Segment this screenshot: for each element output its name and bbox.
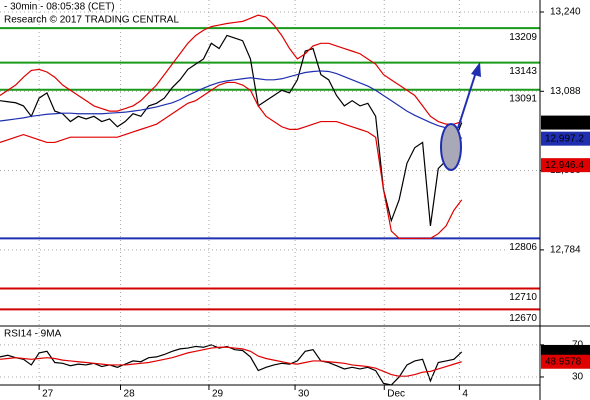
- arrow-head: [471, 62, 481, 77]
- level-label-bg: [506, 240, 539, 253]
- rsi-line: [0, 346, 462, 377]
- price-badge-label: 12,946.4: [545, 160, 584, 171]
- level-label-bg: [506, 290, 539, 303]
- level-label: 12710: [509, 292, 537, 303]
- y-tick-label: 13,088: [550, 86, 581, 97]
- level-label: 13143: [509, 66, 537, 77]
- chart-subtitle: Research © 2017 TRADING CENTRAL: [4, 15, 179, 26]
- y-tick-label: 12,784: [550, 245, 581, 256]
- x-tick-label: 4: [462, 389, 468, 400]
- chart-title: - 30min - 08:05:38 (CET): [4, 2, 115, 13]
- price-badge-label: 12,997.2: [545, 133, 584, 144]
- highlight-ellipse: [440, 123, 462, 171]
- rsi-tick-label: 30: [572, 372, 584, 383]
- rsi-title: RSI14 - 9MA: [4, 329, 62, 340]
- price-badge: [541, 115, 590, 130]
- level-label: 12806: [509, 242, 537, 253]
- level-label-bg: [506, 30, 539, 43]
- price-line: [0, 81, 463, 240]
- price-badge-label: 61.175: [545, 347, 576, 358]
- level-label-bg: [506, 311, 539, 324]
- x-tick-label: 29: [212, 389, 224, 400]
- plot-area: 13209 13143 13091 12806 12710 12670: [0, 0, 540, 386]
- arrow-shaft: [457, 71, 477, 129]
- level-label: 12670: [509, 313, 537, 324]
- price-line: [0, 14, 462, 125]
- price-badge: [541, 354, 590, 369]
- level-label-bg: [506, 91, 539, 104]
- level-label-bg: [506, 64, 539, 77]
- y-tick-label: 13,240: [550, 7, 581, 18]
- price-badge-label: 13,028: [545, 117, 576, 128]
- x-tick-label: 28: [124, 389, 136, 400]
- x-tick-label: 27: [42, 389, 54, 400]
- level-label: 13209: [509, 32, 537, 43]
- price-badge: [541, 131, 590, 146]
- price-badge: [541, 158, 590, 173]
- x-tick-label: Dec: [387, 389, 405, 400]
- level-label: 13091: [509, 93, 537, 104]
- x-tick-label: 30: [298, 389, 310, 400]
- price-line: [0, 70, 463, 140]
- price-badge-label: 48.9578: [545, 356, 582, 367]
